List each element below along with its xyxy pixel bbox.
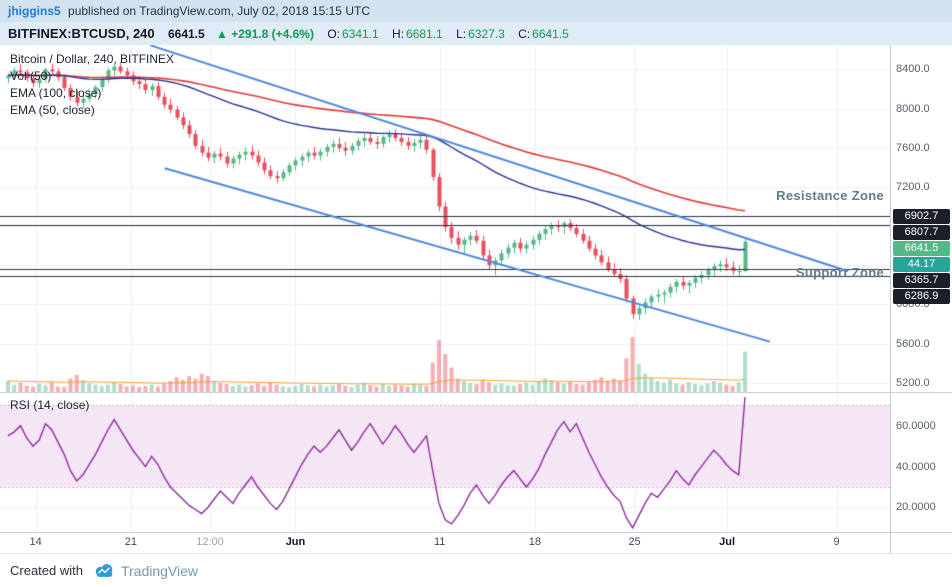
price-axis-badge: 44.17 [893,256,950,272]
rsi-chart-canvas [0,393,890,532]
price-axis-label: 5200.0 [896,376,930,389]
price-axis-badge: 6641.5 [893,240,950,256]
last-price: 6641.5 [167,27,205,41]
price-axis-label: 7200.0 [896,180,930,193]
username-link[interactable]: jhiggins5 [8,4,61,18]
time-axis-label: 14 [29,536,42,548]
tradingview-brand-link[interactable]: TradingView [120,562,199,579]
open-label: O: [327,27,340,41]
rsi-legend: RSI (14, close) [10,398,90,412]
high-value: 6681.1 [406,27,443,41]
legend-symbol-title: Bitcoin / Dollar, 240, BITFINEX [10,52,175,66]
price-axis: 8400.0 8000.0 7600.0 7200.0 6000.0 5600.0 5200… [890,45,952,553]
symbol-name: BITFINEX:BTCUSD, 240 [8,26,155,41]
pane-divider [0,392,952,393]
rsi-axis-label: 20.0000 [896,501,936,514]
price-axis-badge: 6286.9 [893,288,950,304]
time-axis-label: 9 [833,536,840,548]
legend-ema100: EMA (100, close) [10,86,102,100]
price-axis-badge: 6807.7 [893,224,950,240]
publish-info-bar: jhiggins5 published on TradingView.com, … [0,0,952,22]
legend-ema50: EMA (50, close) [10,103,95,117]
price-chart-canvas [0,45,890,392]
price-axis-badge: 6902.7 [893,208,950,224]
price-axis-label: 5600.0 [896,337,930,350]
low-label: L: [456,27,467,41]
legend-volume: Vol (50) [10,69,52,83]
open-value: 6341.1 [341,27,379,41]
time-axis-label: 25 [628,536,641,548]
price-axis-label: 8000.0 [896,102,930,115]
time-axis: 14 21 12:00 Jun 11 18 25 Jul 9 [0,533,890,553]
symbol-info-bar: BITFINEX:BTCUSD, 240 6641.5 ▲ +291.8 (+4… [0,22,952,45]
close-label: C: [518,27,531,41]
support-zone-label: Support Zone [795,265,884,281]
rsi-axis-label: 60.0000 [896,419,936,432]
time-axis-label: 11 [433,536,446,548]
time-axis-label: 21 [124,536,137,548]
price-axis-label: 7600.0 [896,141,930,154]
price-axis-badge: 6365.7 [893,272,950,288]
created-with-text: Created with [10,563,83,578]
tradingview-logo-icon [95,564,113,577]
chart-legend: Bitcoin / Dollar, 240, BITFINEX Vol (50)… [10,51,174,119]
resistance-zone-label: Resistance Zone [776,188,884,204]
low-value: 6327.3 [468,27,505,41]
price-axis-label: 8400.0 [896,63,930,76]
publish-text: published on TradingView.com, July 02, 2… [68,4,370,18]
footer: Created with TradingView [0,553,952,587]
close-value: 6641.5 [532,27,569,41]
time-axis-label: 18 [528,536,541,548]
rsi-axis-label: 40.0000 [896,460,936,473]
high-label: H: [392,27,405,41]
axis-divider [0,532,952,533]
time-axis-label: Jul [719,536,736,548]
time-axis-label: Jun [285,536,306,548]
time-axis-label: 12:00 [196,536,224,548]
price-change: ▲ +291.8 (+4.6%) [216,27,314,41]
